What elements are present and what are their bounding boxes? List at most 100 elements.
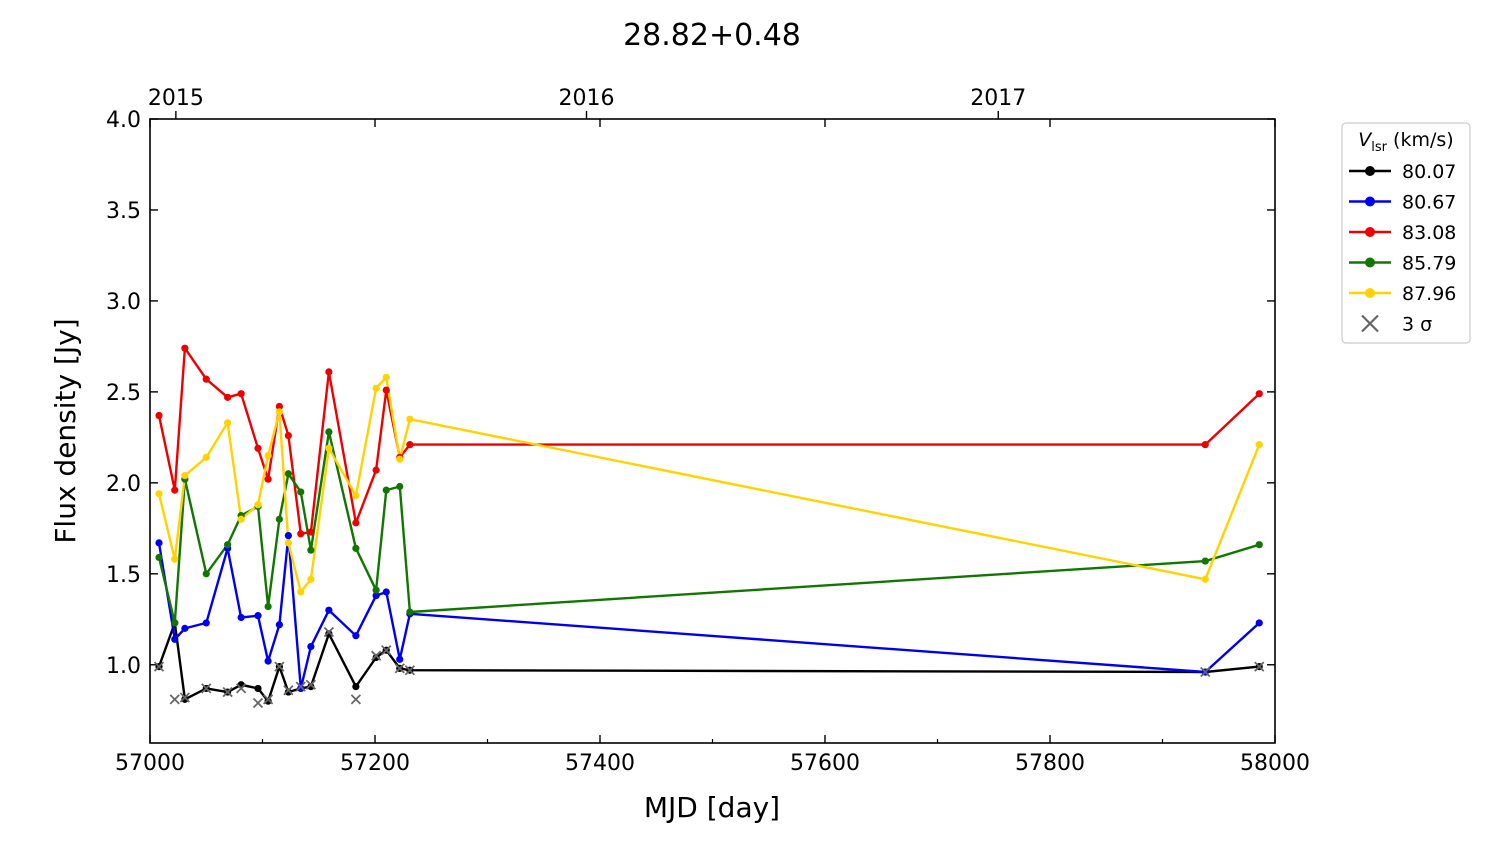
x-tick-label: 57200	[340, 751, 410, 776]
data-point-80.07	[181, 695, 189, 703]
sigma-marker	[305, 679, 317, 690]
data-point-80.07	[372, 653, 380, 662]
data-point-80.67	[297, 684, 305, 693]
data-point-85.79	[406, 608, 414, 616]
data-point-80.07	[352, 683, 360, 691]
data-point-85.79	[202, 570, 210, 578]
legend-label: 87.96	[1402, 283, 1456, 305]
legend-label: 80.67	[1402, 192, 1456, 214]
data-point-80.67	[382, 588, 390, 596]
data-point-83.08	[352, 519, 360, 527]
data-point-87.96	[275, 408, 283, 416]
series-line-80.67	[157, 534, 1261, 690]
data-point-85.79	[284, 470, 292, 478]
data-point-83.08	[181, 344, 189, 352]
data-point-80.67	[275, 621, 283, 629]
series-line-87.96	[157, 376, 1261, 594]
data-point-85.79	[1201, 557, 1209, 565]
data-point-83.08	[1201, 441, 1209, 449]
data-point-83.08	[202, 375, 210, 383]
x-tick-label: 58000	[1240, 751, 1310, 776]
data-point-85.79	[155, 553, 163, 562]
data-point-80.67	[1255, 619, 1263, 627]
sigma-marker	[323, 626, 335, 638]
sigma-marker	[169, 694, 180, 705]
sigma-marker	[201, 683, 212, 694]
legend-label: 85.79	[1402, 253, 1456, 275]
y-tick-label: 3.5	[106, 199, 141, 224]
data-point-83.08	[254, 444, 262, 452]
legend-box	[1341, 122, 1471, 344]
legend-marker-87.96	[1365, 288, 1375, 298]
data-point-87.96	[325, 444, 333, 452]
data-point-85.79	[297, 488, 305, 496]
data-point-85.79	[1255, 541, 1263, 549]
sigma-marker	[274, 661, 285, 672]
data-point-83.08	[297, 530, 305, 538]
series-markers	[155, 344, 1263, 705]
data-point-83.08	[307, 528, 315, 536]
chart-title: 28.82+0.48	[623, 18, 801, 53]
data-point-83.08	[325, 368, 333, 376]
legend-label: 80.07	[1402, 161, 1456, 183]
data-point-85.79	[382, 486, 390, 494]
data-point-87.96	[181, 471, 189, 480]
x-tick-label: 57600	[790, 751, 860, 776]
tick-layer: 57000 57200 57400 57600 57800 58000 1.0 1.5 2.0 2…	[106, 86, 1310, 776]
series-lines	[157, 347, 1261, 703]
data-point-80.67	[307, 642, 315, 651]
legend: Vlsr (km/s) 80.07 80.67 83.08 85.79 87.96 3 σ	[1341, 122, 1471, 344]
data-point-83.08	[406, 441, 414, 449]
data-point-80.07	[325, 630, 333, 638]
data-point-80.67	[254, 612, 262, 620]
data-point-80.67	[352, 632, 360, 640]
data-point-87.96	[284, 539, 292, 547]
data-point-83.08	[237, 390, 245, 398]
data-point-83.08	[224, 393, 232, 401]
legend-title-unit: (km/s)	[1387, 129, 1454, 151]
year-tick-label: 2015	[148, 86, 204, 111]
legend-entries: 80.07 80.67 83.08 85.79 87.96 3 σ	[1349, 161, 1456, 336]
sigma-marker	[1200, 666, 1211, 678]
data-point-80.67	[372, 592, 380, 600]
data-point-80.67	[325, 606, 333, 614]
data-point-83.08	[264, 475, 272, 483]
sigma-marker	[404, 665, 416, 676]
data-point-80.07	[284, 688, 292, 696]
sigma-marker	[153, 661, 165, 672]
series-line-83.08	[157, 347, 1261, 535]
legend-marker-80.67	[1365, 196, 1375, 207]
data-point-83.08	[155, 411, 163, 420]
data-point-85.79	[224, 541, 232, 549]
data-point-87.96	[224, 419, 232, 427]
sigma-marker	[381, 645, 392, 656]
legend-marker-85.79	[1365, 257, 1375, 268]
data-point-87.96	[406, 415, 414, 423]
data-point-87.96	[237, 515, 245, 523]
y-tick-label: 3.0	[106, 290, 141, 315]
data-point-80.07	[264, 697, 272, 705]
data-point-85.79	[396, 482, 404, 491]
series-line-85.79	[157, 430, 1260, 625]
legend-title: Vlsr (km/s)	[1358, 129, 1453, 155]
data-point-87.96	[171, 555, 179, 563]
y-tick-label: 4.0	[106, 108, 141, 133]
sigma-marker	[394, 663, 405, 674]
data-point-87.96	[307, 575, 315, 583]
sigma-markers	[153, 626, 1265, 709]
data-point-87.96	[202, 453, 210, 461]
data-point-85.79	[352, 544, 360, 552]
y-tick-label: 1.5	[106, 563, 141, 588]
data-point-83.08	[1255, 390, 1263, 398]
data-point-87.96	[297, 588, 305, 596]
legend-label: 83.08	[1402, 222, 1456, 244]
legend-sigma-label: 3 σ	[1402, 314, 1432, 336]
sigma-marker	[252, 697, 264, 709]
x-axis-label: MJD [day]	[644, 791, 780, 824]
sigma-marker	[370, 650, 382, 661]
data-point-87.96	[1201, 575, 1209, 583]
data-point-85.79	[171, 619, 179, 627]
data-point-80.07	[254, 684, 262, 693]
data-point-85.79	[264, 602, 272, 611]
